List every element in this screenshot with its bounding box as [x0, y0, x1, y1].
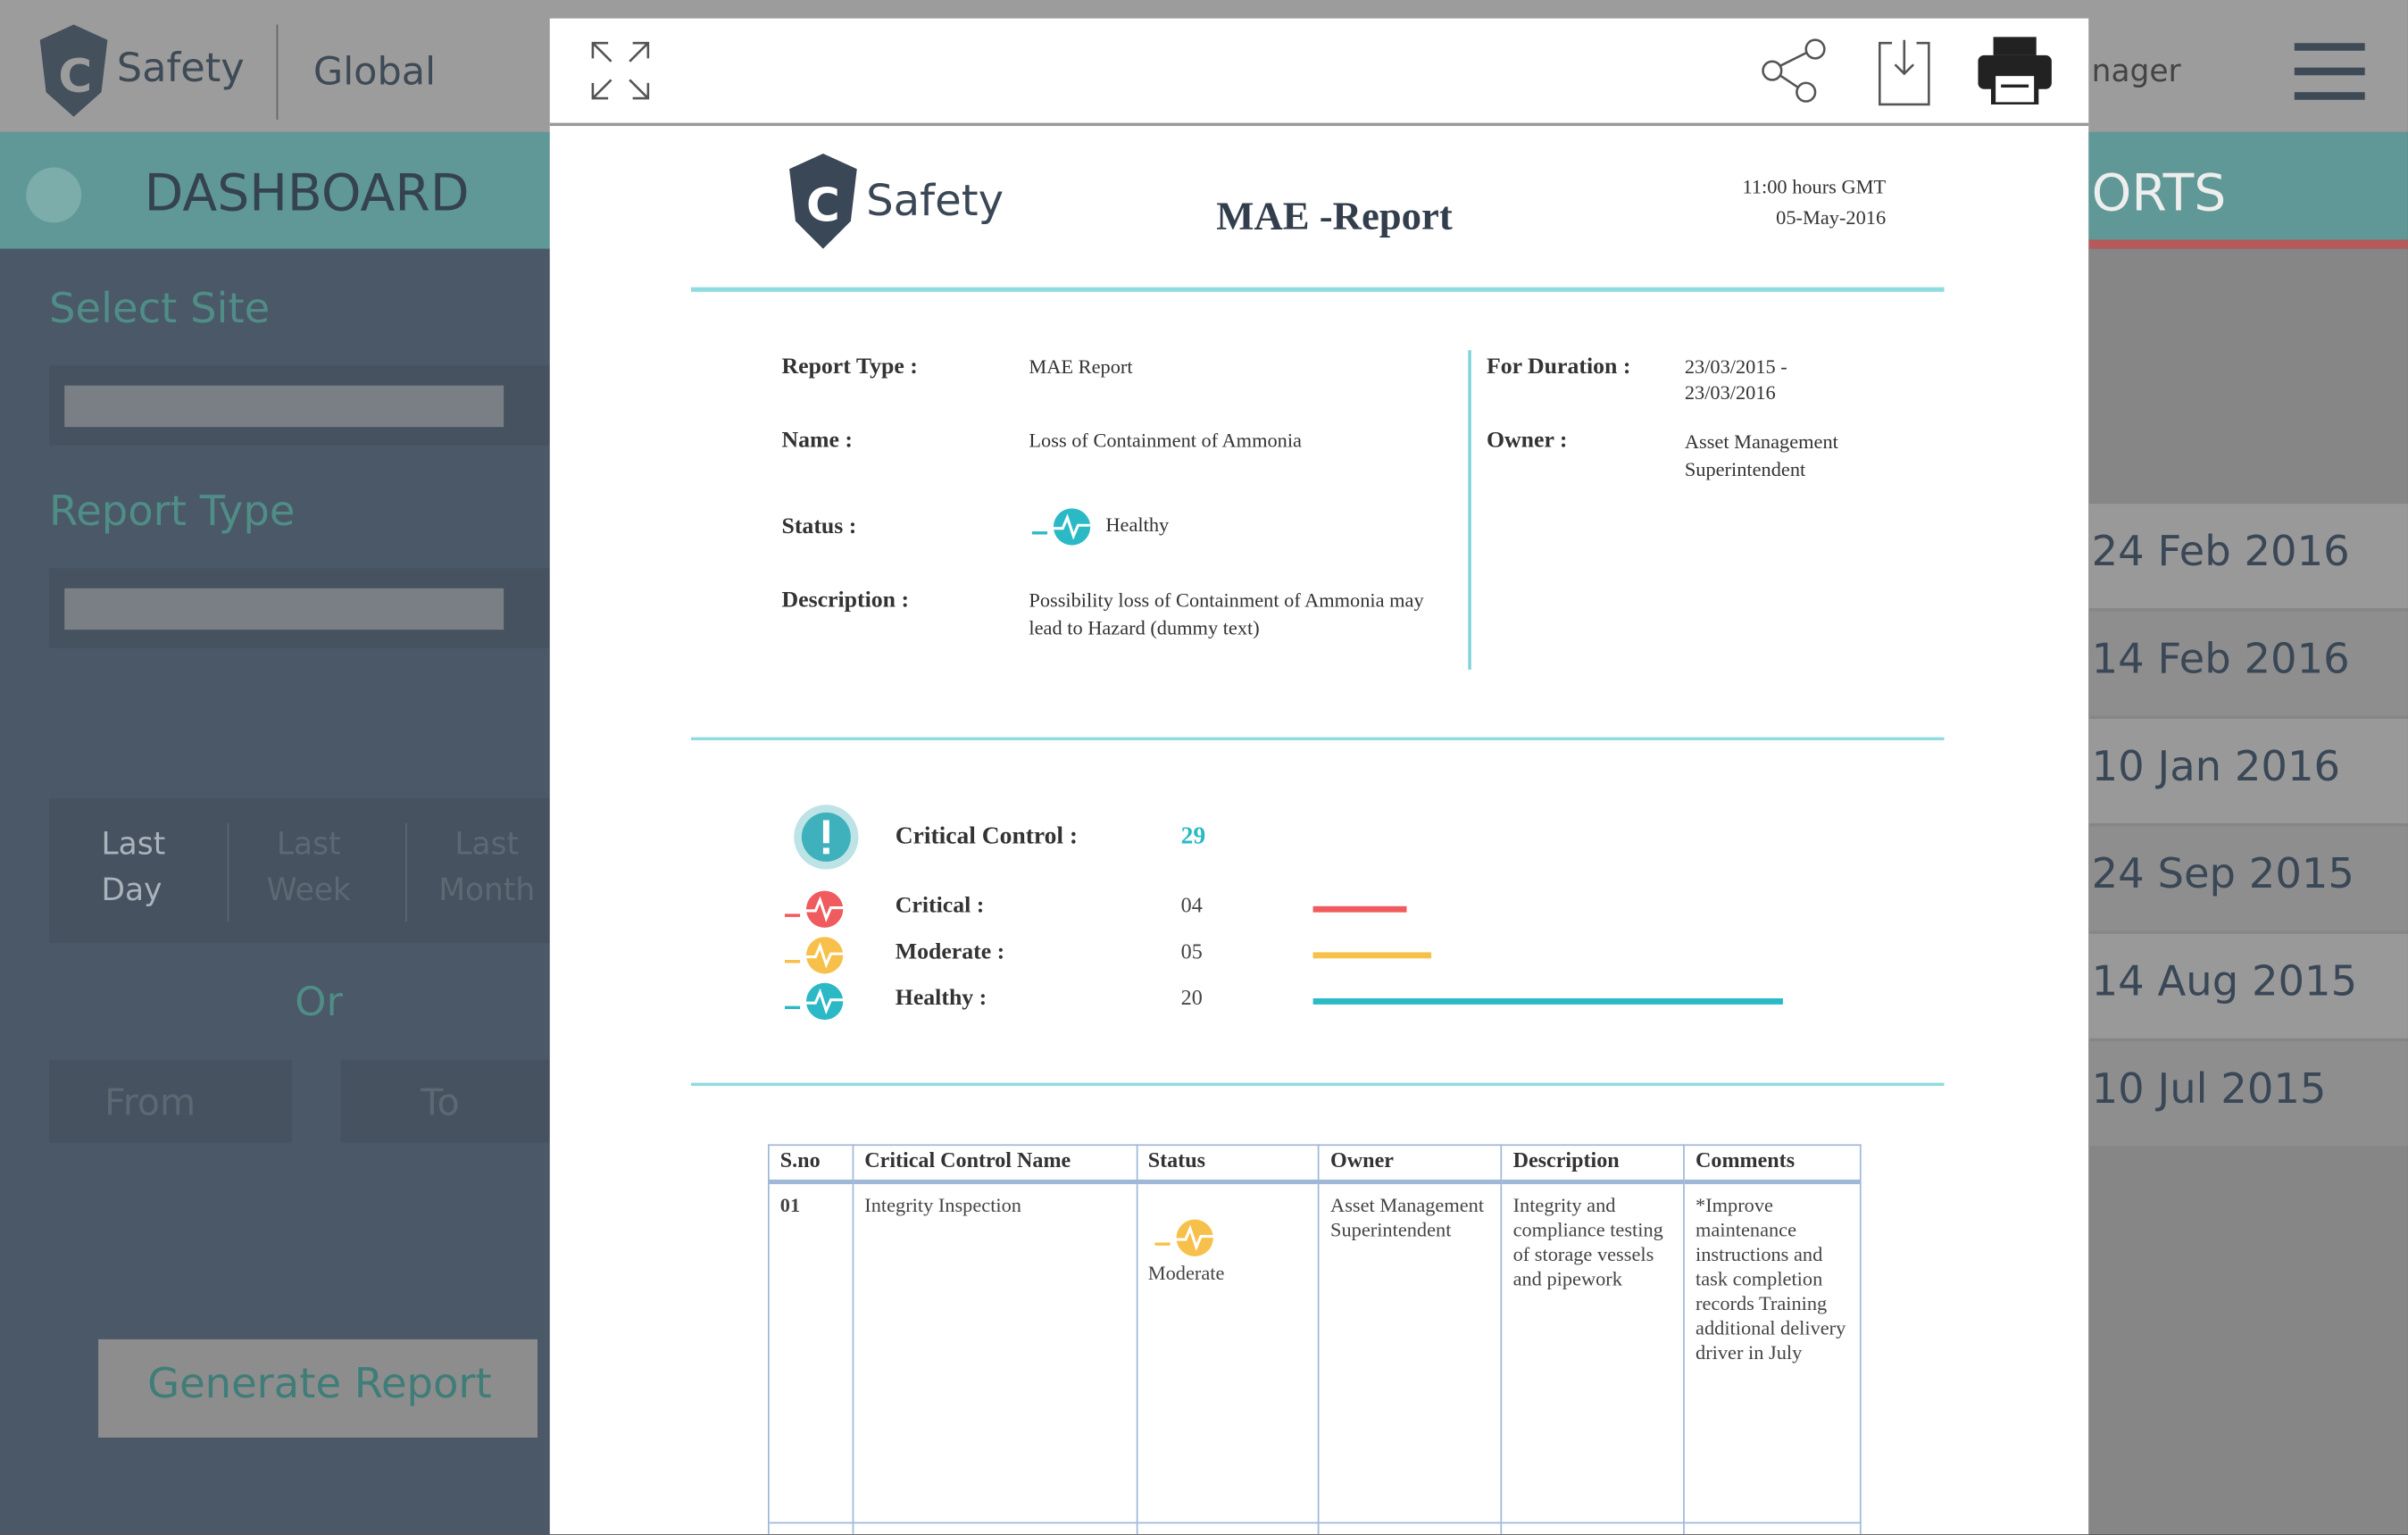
table-cell: Integrity and compliance testing of stor…: [1500, 1180, 1686, 1524]
field-value: MAE Report: [1029, 355, 1133, 379]
field-label: Description :: [781, 588, 910, 613]
table-cell: Integrity Inspection: [852, 1180, 1137, 1524]
period-option[interactable]: Last Month: [438, 824, 536, 908]
status-icon: [1154, 1219, 1212, 1256]
date-item[interactable]: 24 Feb 2016: [2091, 528, 2350, 576]
level-name: Moderate :: [895, 939, 1005, 965]
field-label: Name :: [781, 428, 854, 454]
report-logo: Safety: [866, 175, 1004, 226]
svg-text:C: C: [58, 50, 92, 104]
divider: [227, 822, 229, 922]
summary-total: 29: [1180, 822, 1206, 850]
level-bar: [1312, 905, 1407, 913]
table-header: Status: [1135, 1144, 1321, 1185]
download-icon[interactable]: [1877, 37, 1932, 107]
print-icon[interactable]: [1978, 37, 2052, 104]
nav-title[interactable]: DASHBOARD: [144, 163, 470, 223]
date-row: [2088, 718, 2408, 823]
field-value: Healthy: [1105, 513, 1170, 537]
label: Report Type: [49, 488, 296, 537]
level-count: 04: [1180, 895, 1203, 919]
cell-text: Integrity and compliance testing of stor…: [1512, 1193, 1663, 1290]
dashboard-icon: [26, 167, 82, 223]
generate-button[interactable]: Generate Report: [147, 1360, 492, 1409]
date-item[interactable]: 14 Feb 2016: [2091, 636, 2350, 684]
nav-right[interactable]: ORTS: [2091, 163, 2227, 223]
date-item[interactable]: 10 Jul 2015: [2091, 1065, 2327, 1114]
cell-text: Moderate: [1147, 1261, 1225, 1284]
level-icon: [784, 890, 844, 928]
field-value: Loss of Containment of Ammonia: [1029, 428, 1302, 452]
field-label: Report Type :: [781, 355, 918, 380]
from[interactable]: From: [104, 1080, 196, 1125]
label: Select Site: [49, 285, 271, 334]
table-cell: [852, 1522, 1137, 1535]
controls-table: S.no Critical Control Name Status Owner Desc…: [768, 1144, 1862, 1535]
status-icon: [1031, 508, 1091, 546]
table-cell: Moderate: [1135, 1180, 1321, 1524]
report-time: 11:00 hours GMT: [1742, 175, 1887, 198]
divider: [405, 822, 407, 922]
menu-icon[interactable]: [2294, 43, 2365, 101]
date-row: [2088, 933, 2408, 1039]
alert-icon: [794, 805, 859, 870]
type-select[interactable]: [64, 588, 504, 630]
date-item[interactable]: 14 Aug 2015: [2091, 958, 2358, 1006]
table-header: Owner: [1318, 1144, 1503, 1185]
table-header: Critical Control Name: [852, 1144, 1137, 1185]
table-header: S.no: [768, 1144, 854, 1185]
region[interactable]: Global: [312, 49, 437, 94]
table-cell: Asset Management Superintendent: [1318, 1180, 1503, 1524]
expand-icon[interactable]: [589, 40, 651, 102]
level-count: 20: [1180, 987, 1203, 1011]
table-cell: [1500, 1522, 1686, 1535]
cell-text: Integrity Inspection: [864, 1193, 1021, 1217]
date-row: [2088, 504, 2408, 609]
summary-label: Critical Control :: [895, 822, 1079, 850]
cell-text: Asset Management Superintendent: [1330, 1193, 1485, 1241]
level-name: Critical :: [895, 894, 985, 919]
table-cell: 01: [768, 1180, 854, 1524]
table-cell: [768, 1522, 854, 1535]
field-label: Status :: [781, 514, 857, 539]
table-cell: [1135, 1522, 1321, 1535]
date-row: [2088, 611, 2408, 716]
cell-text: *Improve maintenance instructions and ta…: [1696, 1193, 1846, 1364]
or: Or: [295, 980, 343, 1026]
field-value: 23/03/2015 - 23/03/2016: [1684, 355, 1787, 405]
date-item[interactable]: 24 Sep 2015: [2091, 850, 2354, 899]
level-bar: [1312, 998, 1783, 1005]
level-name: Healthy :: [895, 986, 987, 1011]
logo-icon: C: [39, 24, 108, 117]
field-label: Owner :: [1486, 428, 1568, 454]
table-cell: *Improve maintenance instructions and ta…: [1683, 1180, 1862, 1524]
field-value: Possibility loss of Containment of Ammon…: [1029, 588, 1424, 639]
period-option[interactable]: Last Week: [266, 824, 351, 908]
period-option[interactable]: Last Day: [101, 824, 166, 908]
table-header: Comments: [1683, 1144, 1862, 1185]
table-header: Description: [1500, 1144, 1686, 1185]
level-bar: [1312, 952, 1431, 959]
level-icon: [784, 982, 844, 1021]
field-value: Asset Management Superintendent: [1684, 430, 1838, 481]
user[interactable]: nager: [2091, 52, 2181, 89]
share-icon[interactable]: [1760, 37, 1830, 104]
report-logo-icon: C: [789, 154, 857, 249]
field-label: For Duration :: [1486, 355, 1631, 380]
date-row: [2088, 1041, 2408, 1147]
date-item[interactable]: 10 Jan 2016: [2091, 743, 2341, 791]
to[interactable]: To: [421, 1080, 460, 1125]
svg-text:C: C: [806, 179, 840, 233]
date-row: [2088, 826, 2408, 931]
report-date: 05-May-2016: [1776, 205, 1887, 229]
level-icon: [784, 937, 844, 974]
logo-text: Safety: [116, 46, 245, 93]
table-cell: [1683, 1522, 1862, 1535]
site-select[interactable]: [64, 385, 504, 428]
table-cell: [1318, 1522, 1503, 1535]
report-title: MAE -Report: [1216, 193, 1453, 238]
level-count: 05: [1180, 941, 1203, 965]
cell-text: 01: [779, 1193, 801, 1217]
